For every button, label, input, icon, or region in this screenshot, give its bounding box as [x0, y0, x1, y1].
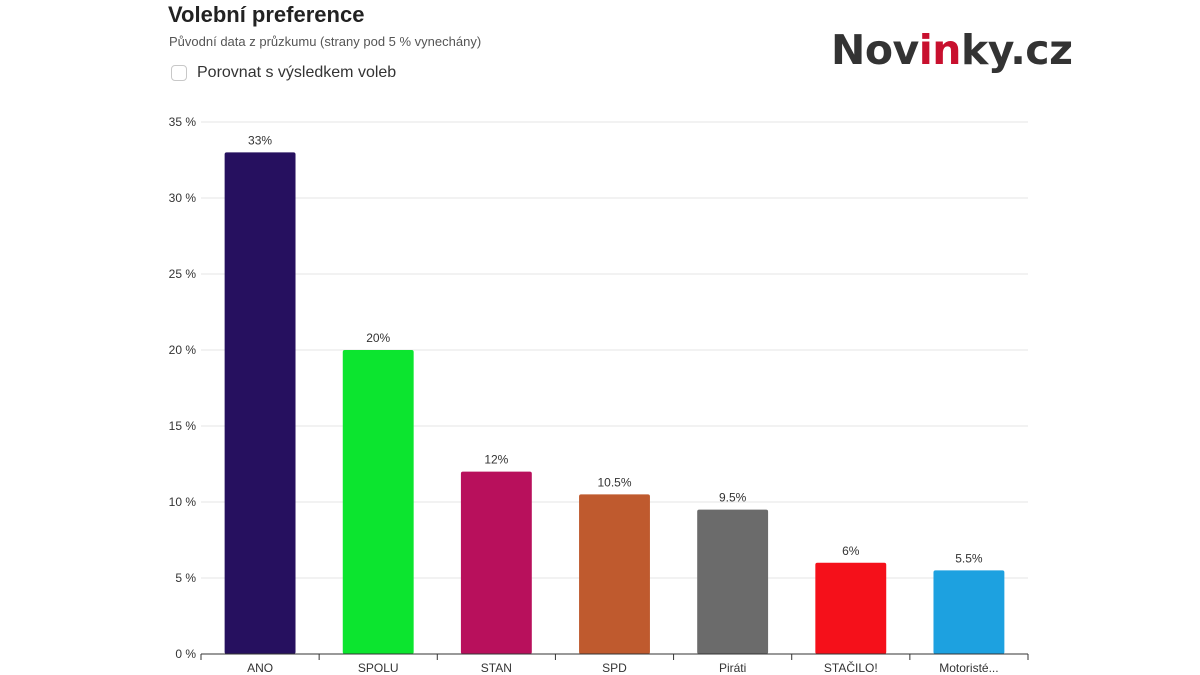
bar-3[interactable]	[579, 494, 650, 654]
category-label-2: STAN	[481, 661, 512, 675]
data-label-2: 12%	[484, 453, 508, 467]
bar-0[interactable]	[224, 152, 296, 654]
logo-text-start: Nov	[831, 26, 919, 74]
y-tick-label: 15 %	[169, 419, 197, 433]
data-label-0: 33%	[248, 133, 272, 147]
compare-toggle[interactable]: Porovnat s výsledkem voleb	[171, 64, 396, 82]
y-tick-label: 20 %	[169, 343, 197, 357]
data-label-6: 5.5%	[955, 551, 983, 565]
data-label-5: 6%	[842, 544, 860, 558]
grid-layer	[201, 121, 1028, 579]
novinky-logo: Novinky.cz	[831, 26, 1073, 74]
category-label-5: STAČILO!	[824, 660, 878, 675]
compare-label: Porovnat s výsledkem voleb	[197, 64, 397, 81]
data-label-4: 9.5%	[719, 491, 747, 505]
category-label-4: Piráti	[719, 661, 746, 675]
compare-checkbox[interactable]	[171, 65, 187, 81]
category-label-0: ANO	[247, 661, 273, 675]
y-tick-label: 0 %	[175, 647, 196, 661]
logo-text-end: ky.cz	[960, 26, 1073, 74]
data-label-1: 20%	[366, 331, 390, 345]
category-label-3: SPD	[602, 661, 627, 675]
logo-text-accent: in	[918, 26, 962, 74]
chart-title: Volební preference	[168, 2, 365, 27]
category-label-1: SPOLU	[358, 661, 399, 675]
y-tick-label: 30 %	[169, 191, 197, 205]
bar-4[interactable]	[697, 509, 769, 654]
chart-subtitle: Původní data z průzkumu (strany pod 5 % …	[169, 34, 482, 49]
y-tick-label: 35 %	[169, 115, 197, 129]
y-tick-label: 10 %	[169, 495, 197, 509]
bar-1[interactable]	[342, 350, 414, 654]
bar-6[interactable]	[933, 570, 1005, 654]
bar-layer: 33% 20% 12% 10.5% 9.5% 6% 5.5%	[224, 133, 1005, 654]
data-label-3: 10.5%	[597, 475, 631, 489]
bar-5[interactable]	[815, 562, 887, 654]
y-tick-label: 5 %	[175, 571, 196, 585]
y-tick-label: 25 %	[169, 267, 197, 281]
bar-2[interactable]	[460, 471, 532, 654]
axis-layer: 0 % 5 % 10 % 15 % 20 % 25 % 30 % 35 % ANO SPOLU ST…	[169, 115, 1029, 675]
category-label-6: Motoristé...	[939, 661, 998, 675]
